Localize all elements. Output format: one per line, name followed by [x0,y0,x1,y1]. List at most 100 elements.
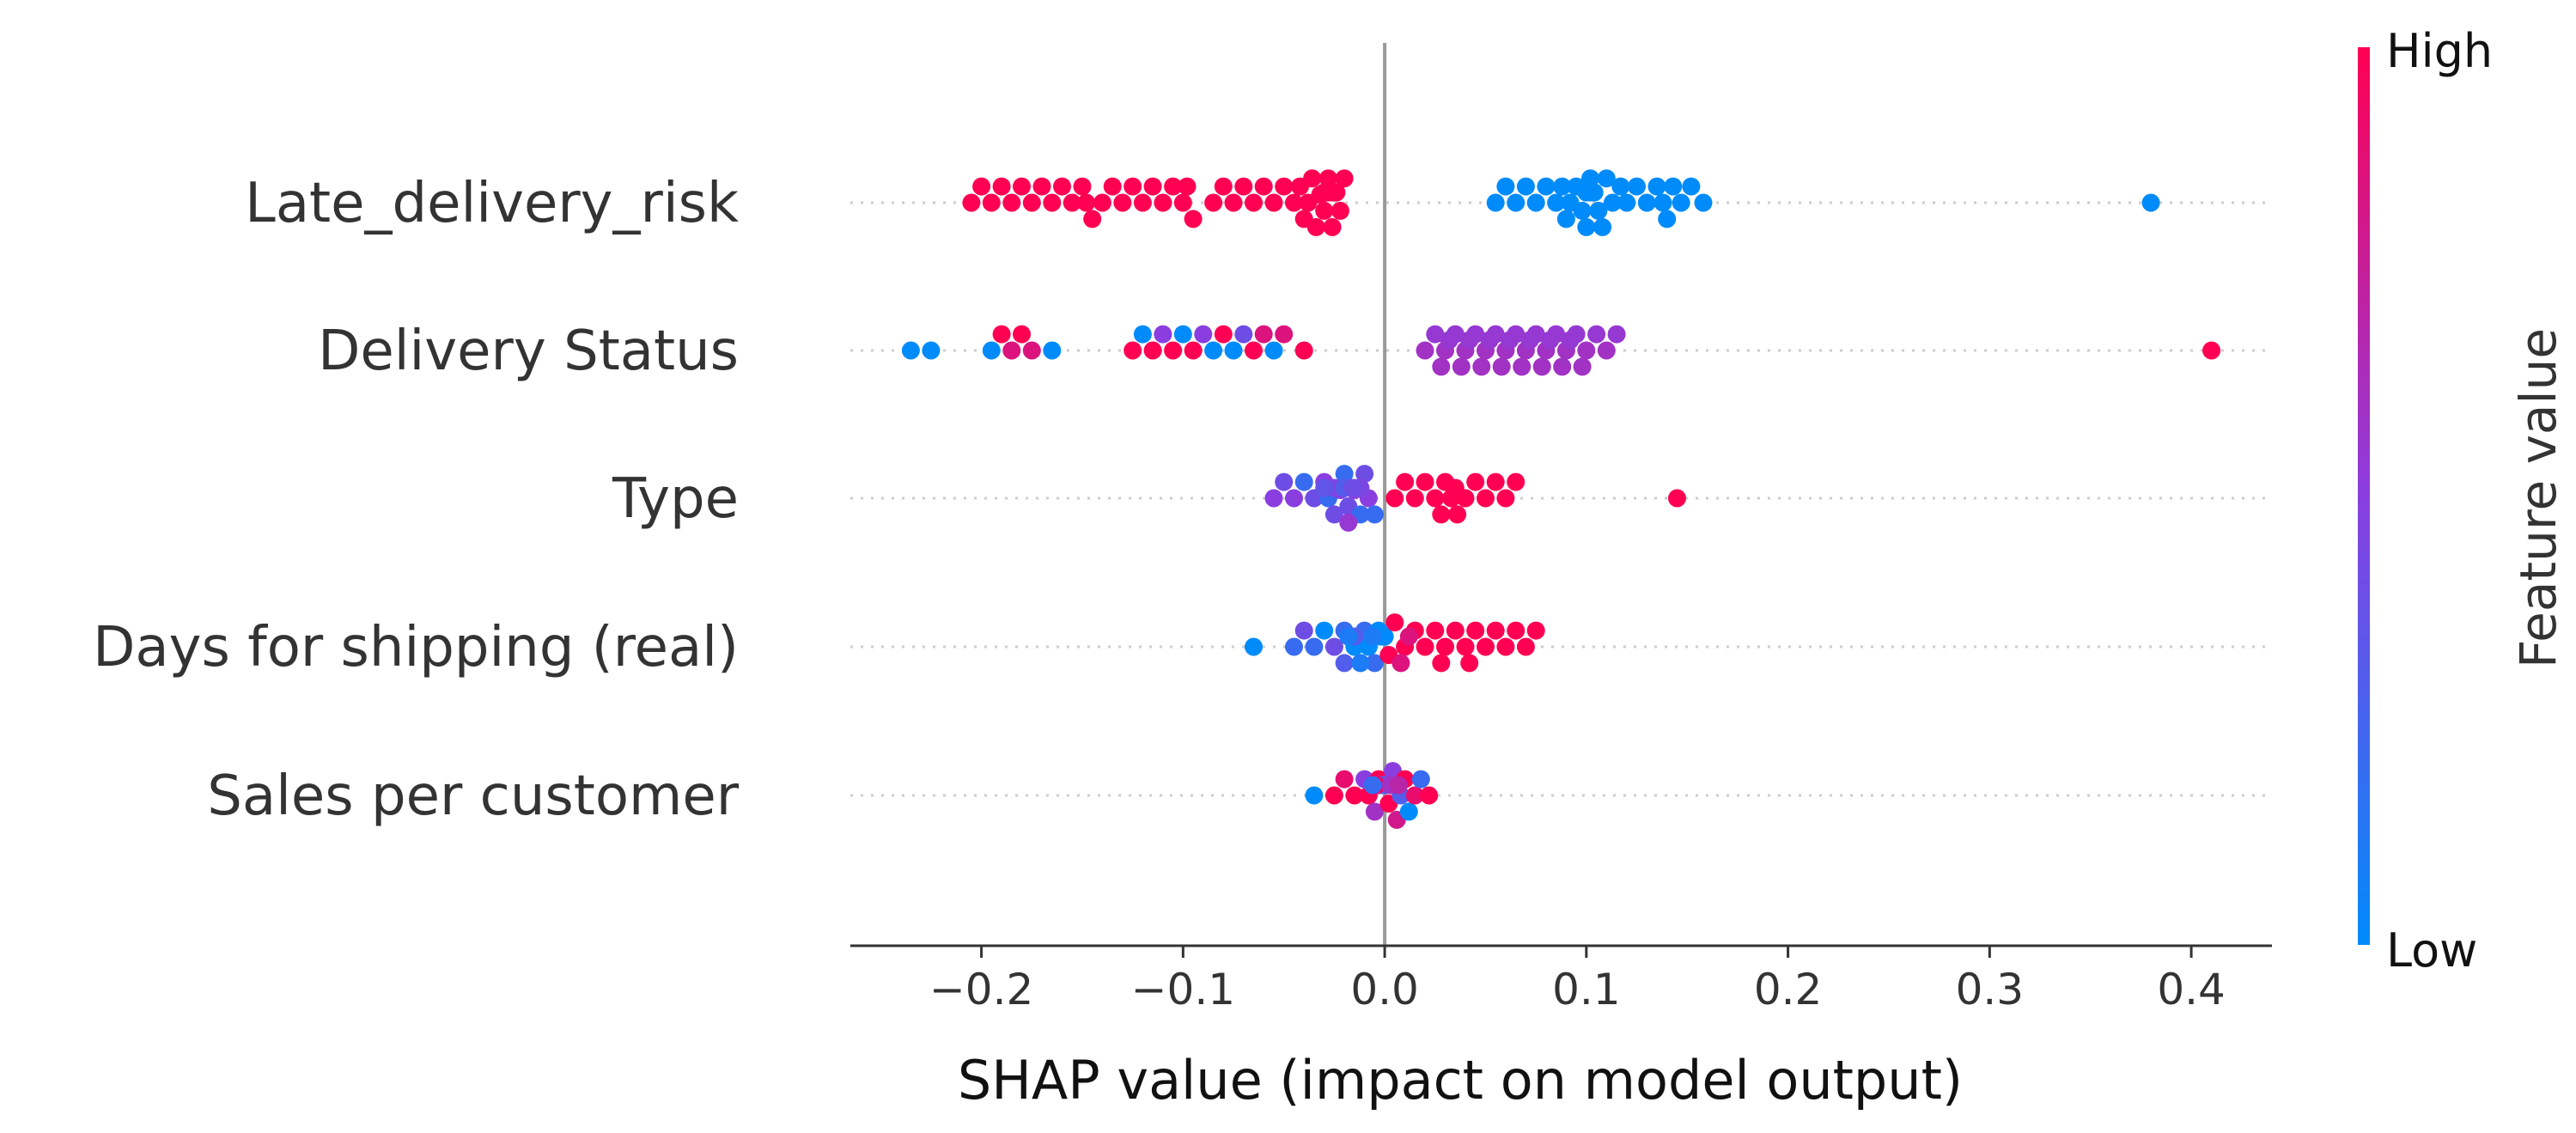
shap-point-delivery-status-19 [1234,325,1253,344]
shap-point-late-delivery-risk-63 [1573,201,1592,220]
shap-point-type-38 [1432,505,1451,524]
shap-point-days-for-shipping-real--28 [1456,637,1475,656]
shap-point-delivery-status-42 [1587,325,1606,344]
shap-point-days-for-shipping-real--30 [1477,637,1495,656]
shap-point-late-delivery-risk-69 [1589,201,1608,220]
shap-point-sales-per-customer-2 [1335,770,1354,789]
shap-point-delivery-status-44 [1607,325,1626,344]
shap-point-delivery-status-47 [1452,357,1471,376]
shap-point-late-delivery-risk-79 [1658,210,1677,228]
shap-point-late-delivery-risk-44 [1323,217,1342,236]
shap-point-days-for-shipping-real--38 [1432,654,1451,673]
colorbar-gradient [2358,47,2370,945]
shap-point-delivery-status-9 [1133,325,1152,344]
shap-point-late-delivery-risk-24 [1184,210,1203,228]
shap-point-late-delivery-risk-14 [1093,193,1111,212]
shap-point-late-delivery-risk-29 [1245,193,1263,212]
shap-point-late-delivery-risk-8 [1043,193,1062,212]
shap-point-late-delivery-risk-74 [1617,193,1636,212]
shap-point-delivery-status-50 [1480,331,1499,350]
shap-point-late-delivery-risk-9 [1053,177,1071,196]
shap-point-type-31 [1448,505,1467,524]
shap-point-sales-per-customer-17 [1405,786,1424,805]
shap-point-late-delivery-risk-5 [1013,177,1031,196]
shap-point-late-delivery-risk-82 [1682,177,1701,196]
shap-point-late-delivery-risk-57 [1537,177,1556,196]
shap-point-delivery-status-51 [1492,357,1511,376]
shap-point-days-for-shipping-real--3 [1305,637,1324,656]
shap-point-days-for-shipping-real--15 [1335,654,1354,673]
shap-point-late-delivery-risk-19 [1143,177,1162,196]
shap-point-delivery-status-7 [1043,341,1062,360]
shap-points [901,169,2221,829]
shap-point-days-for-shipping-real--0 [1245,637,1263,656]
shap-point-late-delivery-risk-73 [1611,177,1630,196]
shap-point-type-35 [1486,472,1505,491]
shap-point-delivery-status-5 [1013,325,1031,344]
shap-point-late-delivery-risk-68 [1585,183,1604,202]
shap-point-delivery-status-4 [1002,341,1021,360]
shap-point-delivery-status-24 [1294,341,1313,360]
shap-point-days-for-shipping-real--4 [1315,621,1334,640]
shap-point-late-delivery-risk-31 [1264,193,1283,212]
shap-point-type-27 [1416,472,1434,491]
shap-point-delivery-status-20 [1245,341,1263,360]
shap-point-late-delivery-risk-28 [1234,177,1253,196]
shap-point-days-for-shipping-real--21 [1385,613,1404,632]
shap-point-late-delivery-risk-17 [1124,177,1142,196]
shap-point-late-delivery-risk-71 [1597,169,1616,188]
shap-point-late-delivery-risk-33 [1285,193,1303,212]
shap-point-type-7 [1325,505,1343,524]
shap-point-delivery-status-6 [1022,341,1041,360]
shap-point-delivery-status-57 [1553,357,1572,376]
shap-point-days-for-shipping-real--18 [1339,627,1358,646]
shap-point-late-delivery-risk-50 [1331,201,1349,220]
feature-label-delivery-status: Delivery Status [318,320,739,383]
colorbar-low-label: Low [2386,923,2477,978]
shap-point-days-for-shipping-real--17 [1351,654,1370,673]
shap-point-late-delivery-risk-11 [1073,177,1092,196]
shap-point-days-for-shipping-real--27 [1446,621,1465,640]
shap-point-type-20 [1339,513,1358,532]
shap-point-delivery-status-14 [1184,341,1203,360]
shap-point-late-delivery-risk-21 [1164,177,1183,196]
shap-point-late-delivery-risk-75 [1628,177,1646,196]
shap-point-sales-per-customer-19 [1420,786,1439,805]
shap-point-late-delivery-risk-49 [1327,183,1346,202]
shap-point-type-15 [1365,505,1384,524]
colorbar: High Low Feature value [2358,24,2567,978]
shap-point-type-24 [1385,489,1404,508]
shap-point-delivery-status-17 [1214,325,1233,344]
shap-point-type-36 [1496,489,1515,508]
shap-point-delivery-status-11 [1154,325,1172,344]
shap-point-sales-per-customer-23 [1390,776,1408,795]
shap-point-late-delivery-risk-38 [1306,217,1325,236]
feature-labels: Late_delivery_risk Delivery Status Type Day… [93,172,740,828]
shap-point-type-19 [1315,478,1334,497]
shap-point-delivery-status-56 [1541,331,1560,350]
shap-point-delivery-status-43 [1597,341,1616,360]
shap-point-days-for-shipping-real--35 [1526,621,1545,640]
shap-point-late-delivery-risk-55 [1516,177,1535,196]
shap-point-late-delivery-risk-7 [1032,177,1051,196]
shap-point-late-delivery-risk-1 [972,177,991,196]
shap-point-delivery-status-22 [1264,341,1283,360]
shap-point-late-delivery-risk-0 [962,193,981,212]
x-tick-label-5: 0.3 [1956,965,2025,1014]
shap-point-late-delivery-risk-6 [1022,193,1041,212]
shap-point-delivery-status-13 [1173,325,1192,344]
shap-point-late-delivery-risk-76 [1637,193,1656,212]
shap-point-late-delivery-risk-54 [1507,193,1526,212]
shap-point-delivery-status-48 [1460,331,1479,350]
shap-point-sales-per-customer-0 [1305,786,1324,805]
shap-point-delivery-status-53 [1513,357,1532,376]
shap-point-late-delivery-risk-56 [1526,193,1545,212]
shap-point-sales-per-customer-16 [1399,802,1418,821]
shap-point-delivery-status-18 [1224,341,1243,360]
shap-point-type-28 [1426,489,1445,508]
shap-point-delivery-status-41 [1577,341,1596,360]
shap-point-late-delivery-risk-77 [1647,177,1666,196]
shap-point-days-for-shipping-real--36 [1392,654,1410,673]
shap-point-sales-per-customer-3 [1345,786,1364,805]
